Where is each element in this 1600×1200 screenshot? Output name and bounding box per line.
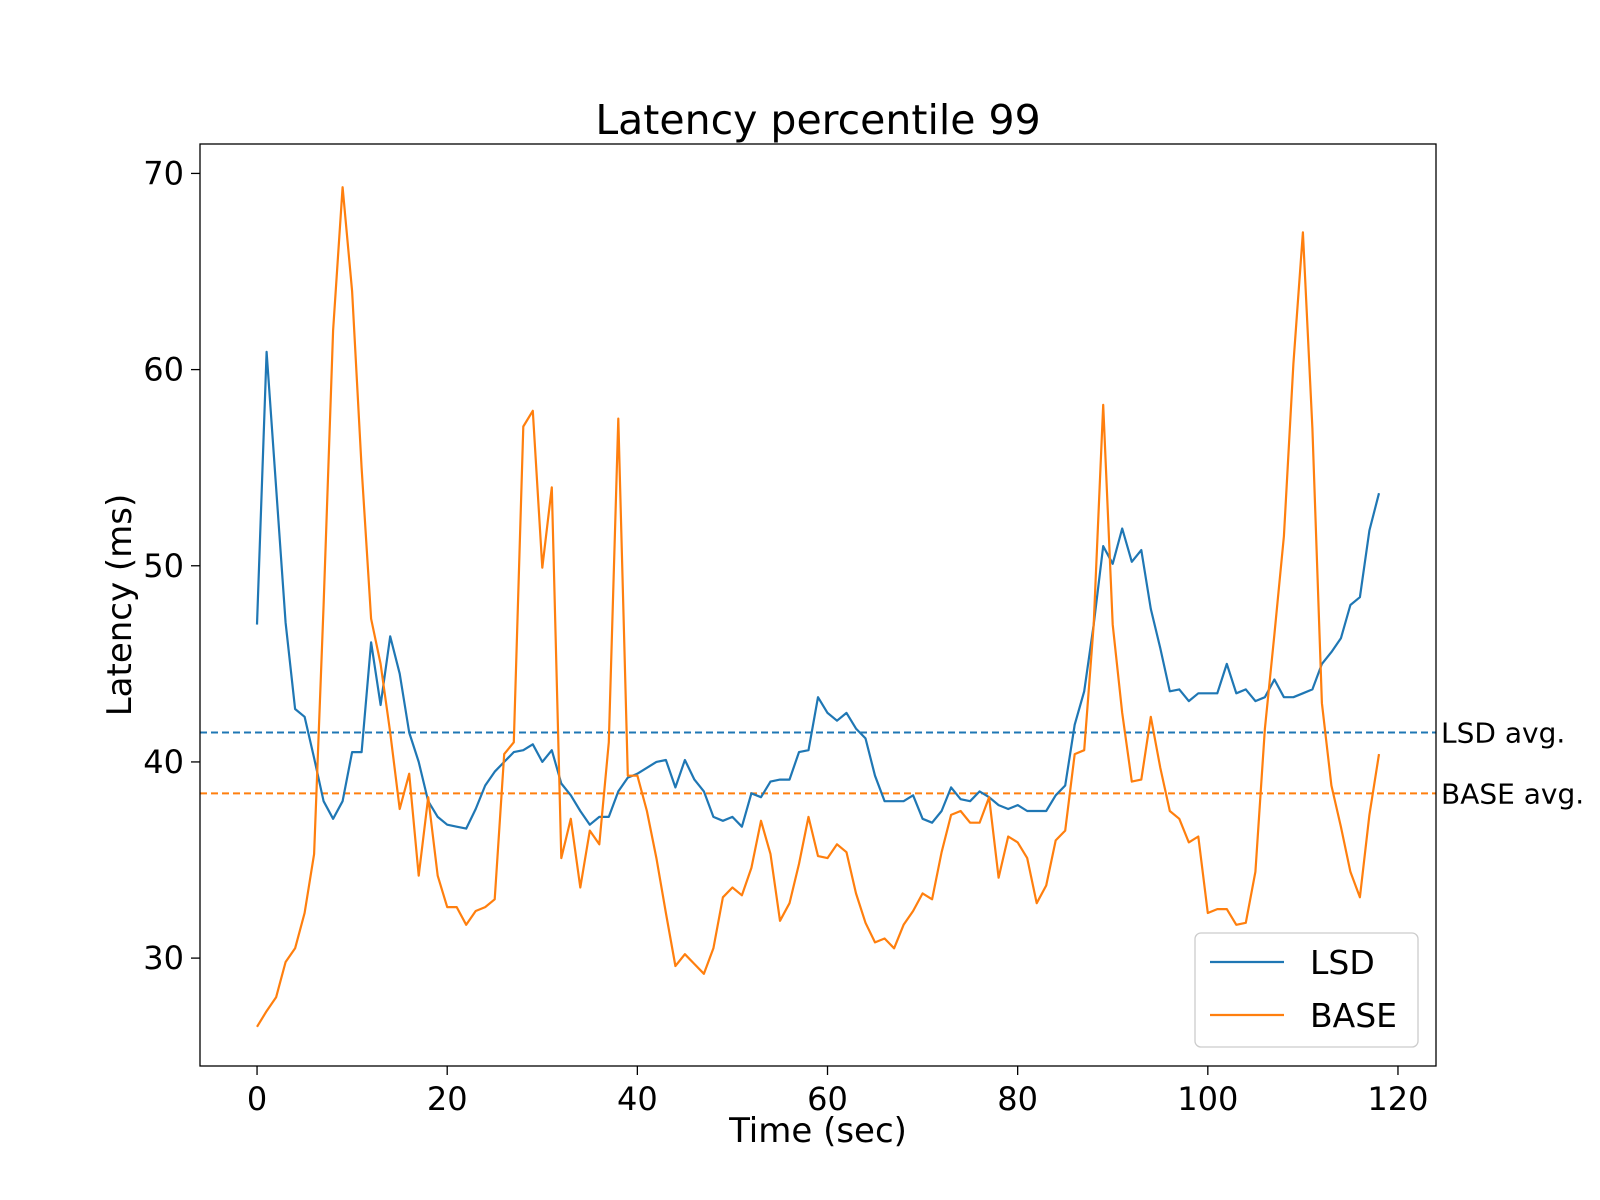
y-tick-label: 50	[143, 547, 184, 585]
x-tick-label: 40	[617, 1080, 658, 1118]
y-tick-label: 40	[143, 743, 184, 781]
y-tick-label: 70	[143, 154, 184, 192]
legend-label-lsd: LSD	[1310, 943, 1375, 982]
legend-label-base: BASE	[1310, 996, 1397, 1035]
y-tick-label: 60	[143, 351, 184, 389]
chart-title: Latency percentile 99	[595, 96, 1040, 144]
x-axis-label: Time (sec)	[728, 1111, 907, 1151]
x-tick-label: 120	[1367, 1080, 1428, 1118]
series-lines	[255, 186, 1381, 1028]
x-tick-label: 20	[427, 1080, 468, 1118]
y-axis-label: Latency (ms)	[100, 494, 140, 717]
base-avg-label: BASE avg.	[1441, 777, 1584, 810]
x-tick-label: 0	[247, 1080, 267, 1118]
plot-area-frame	[199, 143, 1437, 1067]
x-tick-label: 80	[997, 1080, 1038, 1118]
legend: LSD BASE	[1194, 932, 1419, 1048]
lsd-avg-label: LSD avg.	[1441, 717, 1565, 750]
average-reference-lines: LSD avg. BASE avg.	[200, 717, 1584, 810]
x-axis-ticks: 0 20 40 60 80 100 120	[247, 1066, 1429, 1118]
series-line-base	[256, 186, 1381, 1028]
series-line-lsd	[255, 350, 1381, 830]
x-tick-label: 60	[807, 1080, 848, 1118]
y-axis-ticks: 30 40 50 60 70	[143, 154, 200, 977]
x-tick-label: 100	[1177, 1080, 1238, 1118]
y-tick-label: 30	[143, 939, 184, 977]
